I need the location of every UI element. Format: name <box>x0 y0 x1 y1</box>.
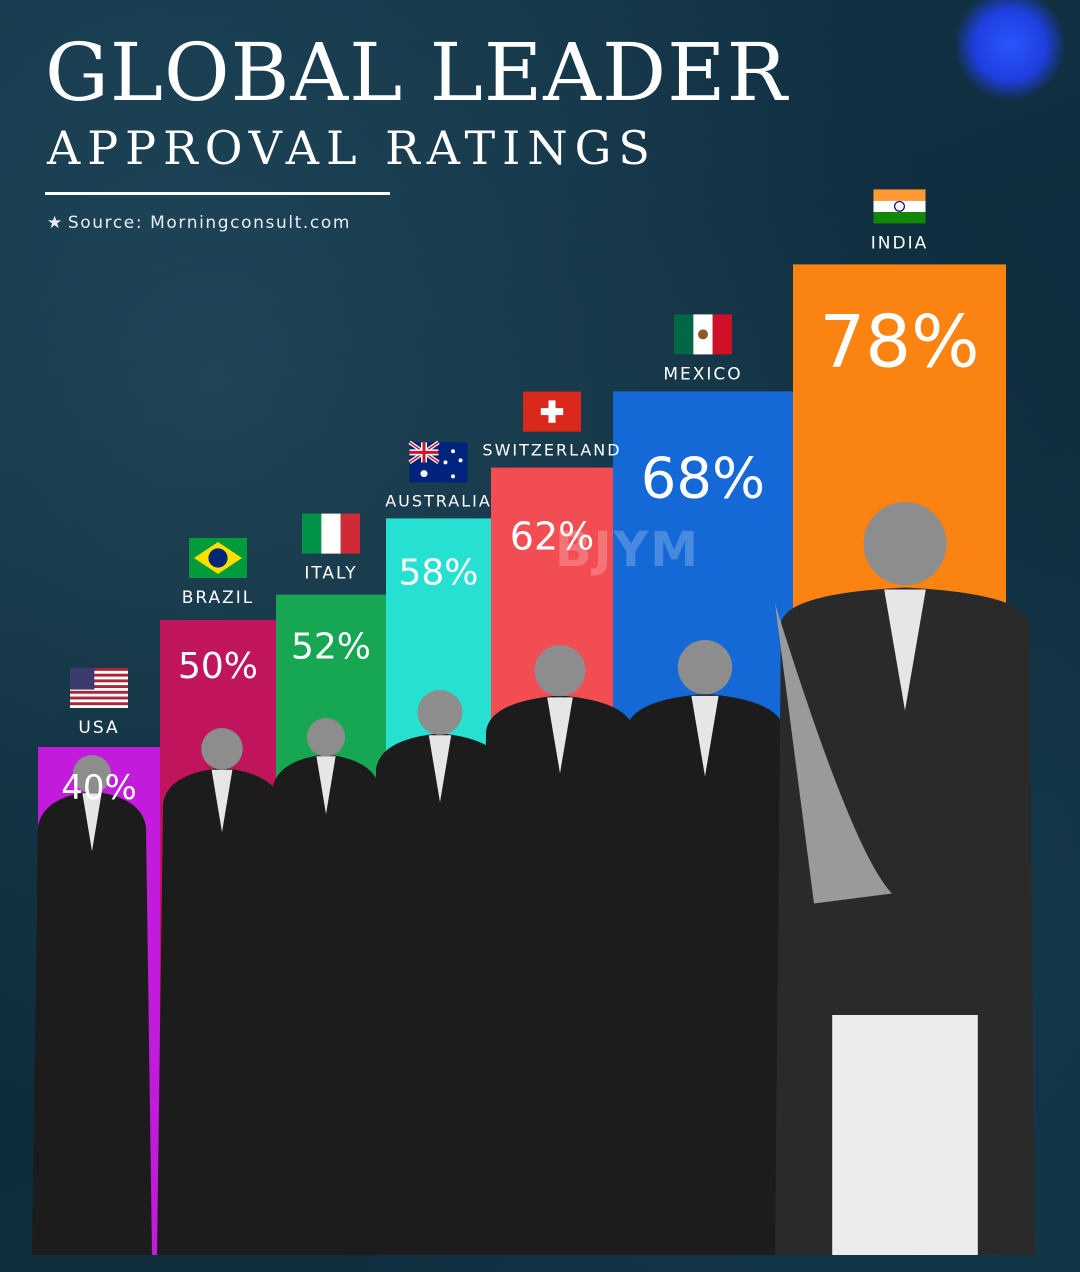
blue-glow-icon <box>955 0 1065 100</box>
bar-value-label: 52% <box>291 627 371 668</box>
watermark: BJYM <box>555 522 700 578</box>
page-title: GLOBAL LEADER <box>45 26 788 119</box>
brazil-flag-icon <box>189 538 247 578</box>
australia-flag-icon <box>408 440 468 483</box>
switzerland-flag-icon <box>523 391 581 432</box>
star-icon: ★ <box>47 213 64 233</box>
leader-photo <box>775 501 1035 1255</box>
bar-value-label: 78% <box>819 299 979 383</box>
leader-photo <box>157 728 287 1255</box>
india-flag-icon <box>873 189 926 224</box>
country-label: INDIA <box>871 233 928 253</box>
bar-value-label: 40% <box>61 768 137 808</box>
leader-photo <box>32 755 152 1255</box>
country-label: SWITZERLAND <box>482 441 621 460</box>
leaders <box>32 501 1035 1255</box>
country-label: USA <box>78 718 119 738</box>
country-label: MEXICO <box>663 364 742 384</box>
mexico-flag-icon <box>674 314 732 355</box>
leader-photo <box>370 690 510 1255</box>
bar-value-label: 68% <box>641 446 765 511</box>
usa-flag-icon <box>70 668 128 708</box>
country-label: AUSTRALIA <box>385 491 492 510</box>
title-divider <box>45 192 390 195</box>
source-text: Source: Morningconsult.com <box>67 213 352 233</box>
leader-photo <box>620 640 790 1255</box>
bar-value-label: 50% <box>178 646 258 687</box>
country-label: ITALY <box>304 564 357 584</box>
leader-photo <box>480 645 640 1255</box>
leader-photo <box>266 718 386 1255</box>
bar-value-label: 62% <box>510 515 594 559</box>
source-line: ★ Source: Morningconsult.com <box>47 213 351 233</box>
bar-value-label: 58% <box>398 552 478 593</box>
labels: 40% USA 50% BRAZIL 52% ITALY 58% AUSTRALIA 62% SW… <box>61 189 980 808</box>
italy-flag-icon <box>302 513 360 554</box>
country-label: BRAZIL <box>182 588 255 608</box>
page-subtitle: APPROVAL RATINGS <box>47 121 657 175</box>
